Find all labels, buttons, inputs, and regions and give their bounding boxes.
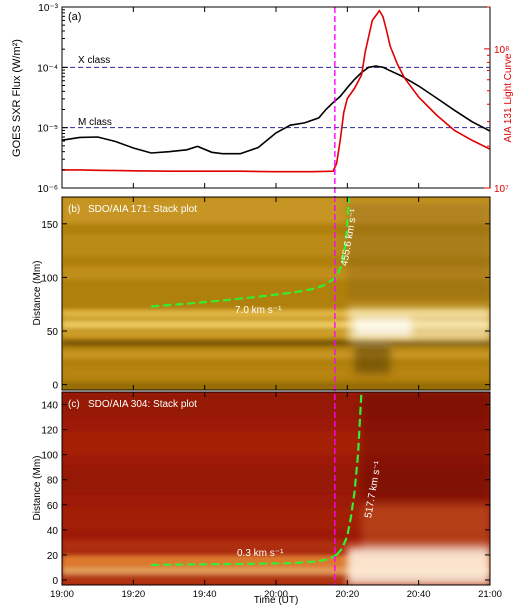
b-y-tick-label: 0 xyxy=(52,381,58,392)
left-tick-label: 10⁻⁴ xyxy=(37,63,58,74)
left-tick-label: 10⁻⁶ xyxy=(37,184,58,195)
heatmap-171-bright-core xyxy=(354,318,412,337)
c-y-tick-label: 40 xyxy=(47,526,59,537)
goes-series-line xyxy=(62,65,490,155)
heatmap-171-dark-region xyxy=(354,343,391,374)
panel-a-right-axis-label: AIA 131 Light Curve xyxy=(503,53,514,142)
c-y-tick-label: 0 xyxy=(52,576,58,587)
heatmap-304 xyxy=(62,392,490,585)
fit-line xyxy=(151,280,331,308)
left-tick-label: 10⁻⁵ xyxy=(37,124,58,135)
x-tick-label: 21:00 xyxy=(478,589,502,600)
heatmap-171-band xyxy=(62,339,490,347)
panel-a-plot xyxy=(62,9,490,173)
m-class-label: M class xyxy=(78,117,112,128)
axis-ticks xyxy=(61,6,491,585)
c-y-tick-label: 120 xyxy=(41,426,58,437)
heatmap-171-post-flare xyxy=(347,202,490,374)
c-y-tick-label: 140 xyxy=(41,401,58,412)
x-class-label: X class xyxy=(78,55,110,66)
fit-line xyxy=(151,553,338,566)
heatmap-171-band xyxy=(62,331,490,338)
aia131-series-line xyxy=(62,9,490,173)
heatmap-304-band xyxy=(62,567,490,575)
panel-b-y-axis-label: Distance (Mm) xyxy=(32,260,43,325)
fit-line xyxy=(335,392,363,556)
panel-b-title: SDO/AIA 171: Stack plot xyxy=(88,204,197,215)
panel-c-title: SDO/AIA 304: Stack plot xyxy=(88,399,197,410)
heatmap-304-post-flare xyxy=(347,392,490,585)
x-tick-label: 19:40 xyxy=(193,589,217,600)
heatmap-171-band xyxy=(62,367,490,379)
b-y-tick-label: 50 xyxy=(47,327,59,338)
heatmap-304-dark-region xyxy=(361,392,490,505)
x-tick-label: 20:00 xyxy=(264,589,288,600)
fits-304 xyxy=(151,392,363,566)
fit-171-slow-label: 7.0 km s⁻¹ xyxy=(235,305,282,316)
c-y-tick-label: 80 xyxy=(47,476,59,487)
x-axis-label: Time (UT) xyxy=(254,595,299,606)
left-tick-label: 10⁻³ xyxy=(38,3,58,14)
heatmap-171-band xyxy=(62,350,490,359)
panel-c-tag: (c) xyxy=(68,399,80,410)
c-y-tick-label: 60 xyxy=(47,501,59,512)
x-tick-label: 20:20 xyxy=(335,589,359,600)
heatmap-171-band xyxy=(62,320,490,329)
b-y-tick-label: 150 xyxy=(41,220,58,231)
panel-a-tag: (a) xyxy=(68,11,81,23)
panel-a-left-axis-label: GOES SXR Flux (W/m²) xyxy=(11,39,23,157)
panel-c-y-axis-label: Distance (Mm) xyxy=(32,455,43,520)
x-tick-label: 19:20 xyxy=(121,589,145,600)
heatmap-304-warm-region xyxy=(361,504,490,548)
panel-b-tag: (b) xyxy=(68,204,80,215)
x-tick-label: 19:00 xyxy=(50,589,74,600)
heatmap-171-dim-region xyxy=(347,202,490,299)
fit-304-slow-label: 0.3 km s⁻¹ xyxy=(237,548,284,559)
heatmap-171-band xyxy=(62,309,490,319)
right-tick-label: 10⁸ xyxy=(494,45,509,56)
axis-tick-labels: 19:00 19:20 19:40 20:00 20:20 20:40 21:00 10⁻⁶ 1… xyxy=(37,3,509,600)
right-tick-label: 10⁷ xyxy=(494,184,509,195)
b-y-tick-label: 100 xyxy=(41,273,58,284)
c-y-tick-label: 100 xyxy=(41,451,58,462)
c-y-tick-label: 20 xyxy=(47,551,59,562)
heatmap-304-bright-region xyxy=(347,547,490,585)
panel-a-frame xyxy=(61,6,491,189)
x-tick-label: 20:40 xyxy=(407,589,431,600)
